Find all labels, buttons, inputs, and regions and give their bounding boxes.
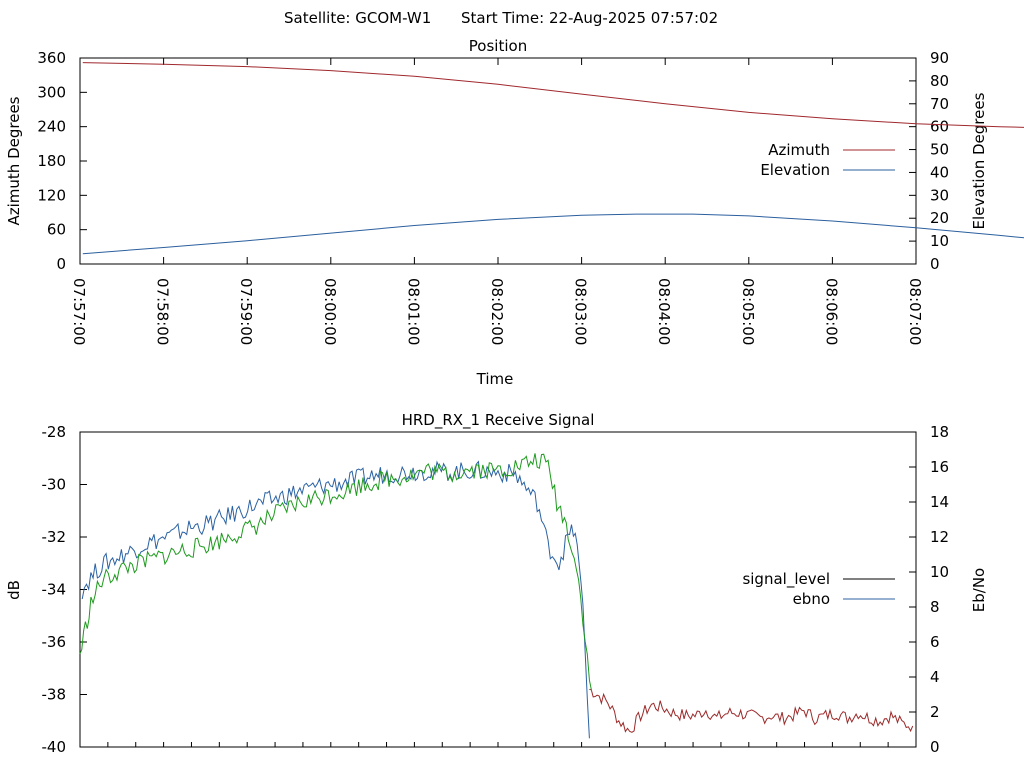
header-start-time: Start Time: 22-Aug-2025 07:57:02 <box>461 9 718 27</box>
signal-y2-tick-label: 10 <box>930 563 949 581</box>
signal-y2-tick-label: 16 <box>930 458 949 476</box>
signal-series-ebno <box>81 460 590 739</box>
position-y2-tick-label: 90 <box>930 49 949 67</box>
position-y-tick-label: 60 <box>47 221 66 239</box>
signal-plot-frame <box>79 431 917 748</box>
position-y2-tick-label: 60 <box>930 118 949 136</box>
position-y2-tick-label: 30 <box>930 186 949 204</box>
signal-y2-tick-label: 4 <box>930 668 940 686</box>
signal-series-signal_level <box>589 688 914 733</box>
position-x-tick-label: 08:05:00 <box>739 278 757 345</box>
position-series-azimuth <box>82 62 1024 128</box>
position-x-tick-label: 07:57:00 <box>70 278 88 345</box>
signal-y2-tick-label: 14 <box>930 493 949 511</box>
signal-y2-tick-label: 12 <box>930 528 949 546</box>
signal-title: HRD_RX_1 Receive Signal <box>402 411 595 430</box>
position-x-tick-label: 08:02:00 <box>488 278 506 345</box>
signal-y-tick-label: -30 <box>42 476 67 494</box>
header-satellite: Satellite: GCOM-W1 <box>284 9 431 27</box>
position-x-label: Time <box>476 370 514 388</box>
position-y2-tick-label: 40 <box>930 163 949 181</box>
signal-y2-tick-label: 6 <box>930 633 940 651</box>
position-y2-tick-label: 70 <box>930 95 949 113</box>
position-x-tick-label: 08:06:00 <box>822 278 840 345</box>
position-y2-tick-label: 0 <box>930 255 940 273</box>
signal-y-tick-label: -40 <box>42 738 67 756</box>
position-chart: Position 0 60 120 180 240 300 360 0 10 20 30 40 50 60 7… <box>5 37 1024 388</box>
position-x-tick-label: 07:58:00 <box>154 278 172 345</box>
position-x-tick-label: 08:07:00 <box>906 278 924 345</box>
position-y-label: Azimuth Degrees <box>5 96 23 225</box>
signal-legend-label: signal_level <box>742 570 830 589</box>
signal-y2-tick-label: 0 <box>930 738 940 756</box>
position-y2-tick-label: 50 <box>930 141 949 159</box>
position-y-tick-label: 180 <box>37 152 66 170</box>
position-x-tick-label: 08:03:00 <box>572 278 590 345</box>
position-y-tick-label: 120 <box>37 186 66 204</box>
position-legend-label: Azimuth <box>768 141 830 159</box>
position-x-tick-label: 08:00:00 <box>321 278 339 345</box>
signal-y2-tick-label: 2 <box>930 703 940 721</box>
signal-series-extra <box>79 453 593 692</box>
signal-y-label: dB <box>5 580 23 600</box>
signal-y2-label: Eb/No <box>970 568 988 612</box>
position-x-tick-label: 08:04:00 <box>655 278 673 345</box>
position-legend-label: Elevation <box>760 161 830 179</box>
signal-y-tick-label: -38 <box>42 686 67 704</box>
signal-y-tick-label: -36 <box>42 633 67 651</box>
signal-legend-label: ebno <box>793 590 830 608</box>
position-y-tick-label: 0 <box>56 255 66 273</box>
position-x-tick-label: 07:59:00 <box>237 278 255 345</box>
signal-y2-tick-label: 18 <box>930 423 949 441</box>
position-x-tick-label: 08:01:00 <box>404 278 422 345</box>
position-y-tick-label: 360 <box>37 49 66 67</box>
position-title: Position <box>469 37 527 55</box>
position-y2-label: Elevation Degrees <box>970 92 988 229</box>
signal-y-tick-label: -32 <box>42 528 67 546</box>
signal-y-tick-label: -28 <box>42 423 67 441</box>
signal-y2-tick-label: 8 <box>930 598 940 616</box>
position-y-tick-label: 300 <box>37 83 66 101</box>
signal-y-tick-label: -34 <box>42 581 67 599</box>
position-y-tick-label: 240 <box>37 118 66 136</box>
position-y2-tick-label: 20 <box>930 209 949 227</box>
receive-signal-chart: HRD_RX_1 Receive Signal -40 -38 -36 -34 -32 -3… <box>5 411 988 756</box>
position-series-elevation <box>82 213 1024 255</box>
position-y2-tick-label: 80 <box>930 72 949 90</box>
position-y2-tick-label: 10 <box>930 232 949 250</box>
